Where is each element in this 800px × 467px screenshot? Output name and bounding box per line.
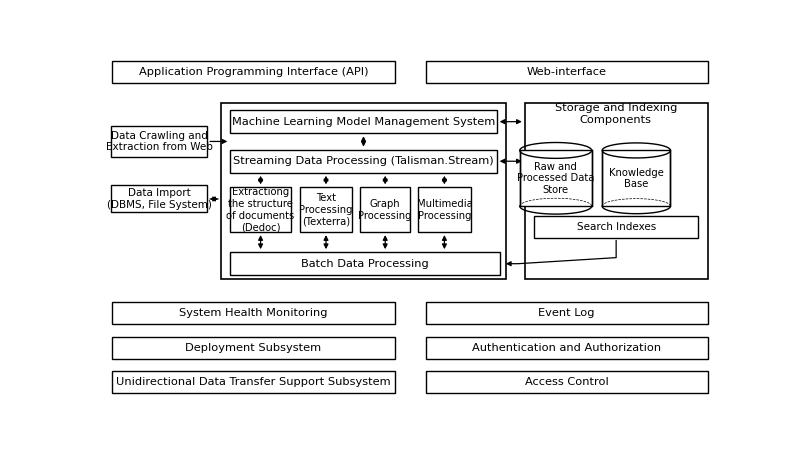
Bar (112, 61, 394, 83)
Text: Extractiong
the structure
of documents
(Dedoc): Extractiong the structure of documents (… (226, 187, 294, 232)
Bar (112, 337, 394, 359)
Bar (418, 187, 470, 232)
Text: Data Crawling and
Extraction from Web: Data Crawling and Extraction from Web (106, 131, 213, 152)
Bar (426, 337, 707, 359)
Text: Data Import
(DBMS, File System): Data Import (DBMS, File System) (106, 188, 212, 210)
Bar (230, 110, 497, 134)
Text: Deployment Subsystem: Deployment Subsystem (186, 343, 322, 353)
Bar (426, 371, 707, 393)
Text: Access Control: Access Control (525, 377, 609, 387)
Bar (525, 103, 708, 279)
Bar (230, 149, 497, 173)
Text: Streaming Data Processing (Talisman.Stream): Streaming Data Processing (Talisman.Stre… (233, 156, 494, 166)
Bar (602, 150, 670, 206)
Text: Raw and
Processed Data
Store: Raw and Processed Data Store (517, 162, 594, 195)
Bar (426, 302, 707, 324)
Bar (300, 187, 352, 232)
Text: Event Log: Event Log (538, 308, 594, 318)
Text: System Health Monitoring: System Health Monitoring (179, 308, 328, 318)
Text: Batch Data Processing: Batch Data Processing (301, 259, 429, 269)
Bar (520, 150, 592, 206)
Bar (426, 61, 707, 83)
Text: Storage and Indexing
Components: Storage and Indexing Components (554, 104, 677, 125)
Text: Knowledge
Base: Knowledge Base (609, 168, 664, 189)
Text: Search Indexes: Search Indexes (577, 222, 656, 232)
Bar (230, 187, 291, 232)
Text: Application Programming Interface (API): Application Programming Interface (API) (138, 67, 368, 77)
Text: Text
Processing
(Texterra): Text Processing (Texterra) (299, 193, 353, 226)
Text: Authentication and Authorization: Authentication and Authorization (472, 343, 661, 353)
Bar (111, 126, 207, 157)
Bar (112, 302, 394, 324)
Bar (111, 185, 207, 212)
Bar (230, 252, 500, 276)
Text: Web-interface: Web-interface (526, 67, 606, 77)
Text: Unidirectional Data Transfer Support Subsystem: Unidirectional Data Transfer Support Sub… (116, 377, 390, 387)
Text: Graph
Processing: Graph Processing (358, 199, 412, 220)
Bar (534, 216, 698, 238)
Bar (360, 187, 410, 232)
Bar (112, 371, 394, 393)
Bar (221, 103, 506, 279)
Text: Multimedia
Processing: Multimedia Processing (417, 199, 472, 220)
Text: Machine Learning Model Management System: Machine Learning Model Management System (232, 117, 495, 127)
